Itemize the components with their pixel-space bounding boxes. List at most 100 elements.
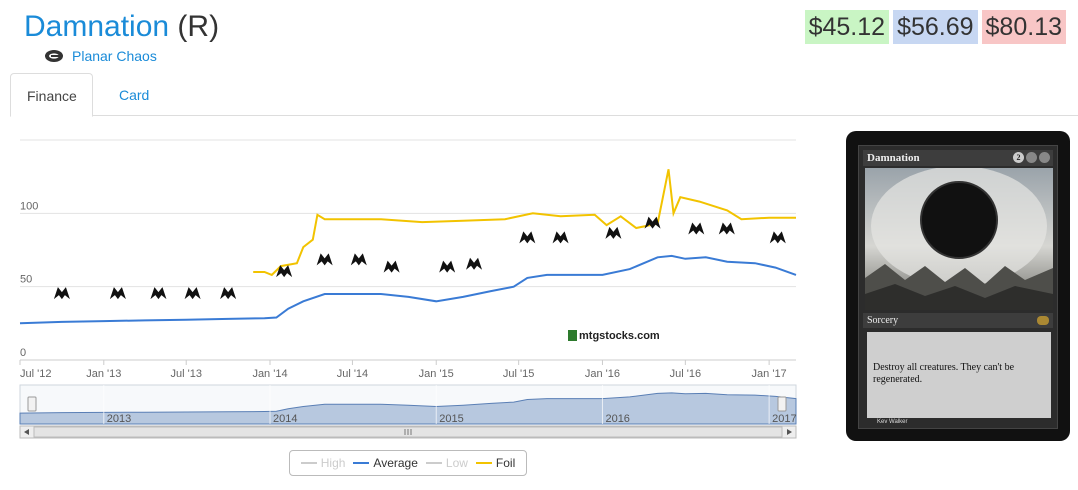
set-row: Planar Chaos	[44, 48, 157, 64]
set-release-icon	[316, 253, 333, 266]
card-image-name: Damnation 2	[863, 150, 1053, 166]
scroll-left-arrow-icon[interactable]	[24, 429, 29, 435]
mana-cost: 2	[1013, 152, 1050, 163]
tab-card[interactable]: Card	[119, 87, 150, 103]
legend-label-low: Low	[445, 456, 468, 470]
card-image: Damnation 2 Sorcery Destroy all creature…	[846, 131, 1070, 441]
series-line-foil	[253, 169, 796, 277]
set-release-icon	[644, 216, 661, 229]
chart-watermark: mtgstocks.com	[579, 330, 660, 342]
card-art-illustration	[865, 168, 1053, 310]
x-tick-label: Jul '14	[337, 368, 368, 380]
mana-symbol-generic: 2	[1013, 152, 1024, 163]
set-release-icon	[53, 287, 70, 300]
set-release-icon	[688, 222, 705, 235]
set-release-glyph	[519, 231, 536, 244]
y-tick-label: 100	[20, 200, 38, 212]
set-release-icon	[466, 257, 483, 270]
legend-swatch-average	[353, 462, 370, 464]
price-chart: 0 50 100 Jul '12 Jan '13 Jul '13 Jan '14 Jul '1…	[0, 128, 810, 490]
card-type-line: Sorcery	[863, 313, 1053, 328]
price-chart-svg: 0 50 100 Jul '12 Jan '13 Jul '13 Jan '14 Jul '1…	[19, 139, 797, 439]
x-tick-label: Jul '16	[670, 368, 701, 380]
card-title: Damnation (R)	[24, 8, 219, 46]
set-symbol-icon	[1037, 316, 1049, 325]
mana-symbol-black	[1039, 152, 1050, 163]
set-release-glyph	[383, 260, 400, 273]
set-release-icon	[220, 287, 237, 300]
x-tick-label: Jan '14	[252, 368, 287, 380]
legend-label-foil: Foil	[495, 456, 516, 470]
x-tick-label: Jan '13	[86, 368, 121, 380]
planar-chaos-set-icon	[45, 50, 63, 62]
average-price: $56.69	[893, 10, 978, 44]
x-tick-label: Jan '15	[419, 368, 454, 380]
y-tick-label: 0	[20, 347, 26, 359]
legend-label-average: Average	[373, 456, 418, 470]
set-release-glyph	[150, 287, 167, 300]
card-image-name-text: Damnation	[867, 152, 920, 164]
tab-finance[interactable]: Finance	[10, 73, 93, 117]
set-release-glyph	[276, 265, 293, 278]
legend-swatch-high	[300, 462, 317, 464]
set-release-glyph	[316, 253, 333, 266]
set-release-icon	[552, 231, 569, 244]
set-release-glyph	[688, 222, 705, 235]
navigator-year-label: 2017	[772, 413, 796, 425]
legend-item-foil[interactable]: Foil	[475, 456, 516, 470]
legend-label-high: High	[320, 456, 346, 470]
set-release-glyph	[439, 260, 456, 273]
set-release-icon	[109, 287, 126, 300]
x-tick-label: Jul '15	[503, 368, 534, 380]
set-release-icon	[350, 253, 367, 266]
card-frame: Damnation 2 Sorcery Destroy all creature…	[858, 145, 1058, 429]
chart-legend: High Average Low Foil	[289, 450, 527, 476]
card-name[interactable]: Damnation	[24, 10, 170, 43]
set-link[interactable]: Planar Chaos	[72, 48, 157, 64]
mana-symbol-black	[1026, 152, 1037, 163]
set-release-glyph	[605, 226, 622, 239]
navigator-handle-right[interactable]	[777, 396, 787, 412]
set-release-glyph	[552, 231, 569, 244]
x-tick-label: Jan '16	[585, 368, 620, 380]
set-release-icon	[383, 260, 400, 273]
set-release-glyph	[769, 231, 786, 244]
legend-item-average[interactable]: Average	[353, 456, 418, 470]
card-rules-text: Destroy all creatures. They can't be reg…	[867, 332, 1051, 418]
set-release-glyph	[220, 287, 237, 300]
x-tick-label: Jul '13	[170, 368, 201, 380]
legend-swatch-foil	[475, 462, 492, 464]
scroll-right-arrow-icon[interactable]	[787, 429, 792, 435]
set-release-glyph	[644, 216, 661, 229]
set-release-glyph	[109, 287, 126, 300]
set-release-glyph	[53, 287, 70, 300]
legend-swatch-low	[425, 462, 442, 464]
set-release-icon	[184, 287, 201, 300]
set-release-icon	[150, 287, 167, 300]
watermark-logo-icon	[568, 330, 577, 341]
set-release-glyph	[466, 257, 483, 270]
set-release-glyph	[350, 253, 367, 266]
set-release-icon	[718, 222, 735, 235]
card-art	[865, 168, 1053, 310]
card-rarity: (R)	[177, 10, 220, 43]
navigator-year-label: 2014	[273, 413, 297, 425]
set-release-icon	[519, 231, 536, 244]
legend-item-low[interactable]: Low	[425, 456, 468, 470]
card-artist: Kev Walker	[877, 419, 908, 425]
legend-item-high[interactable]: High	[300, 456, 346, 470]
price-summary: $45.12 $56.69 $80.13	[804, 10, 1066, 44]
x-tick-label: Jul '12	[20, 368, 51, 380]
set-release-icon	[439, 260, 456, 273]
navigator-handle-left[interactable]	[27, 396, 37, 412]
set-release-icon	[276, 265, 293, 278]
tab-bar: Finance Card	[10, 73, 1078, 117]
high-price: $80.13	[981, 10, 1066, 44]
low-price: $45.12	[804, 10, 890, 44]
y-tick-label: 50	[20, 274, 32, 286]
set-release-icon	[769, 231, 786, 244]
set-release-glyph	[184, 287, 201, 300]
set-release-glyph	[718, 222, 735, 235]
navigator-year-label: 2013	[107, 413, 131, 425]
set-release-icon	[605, 226, 622, 239]
